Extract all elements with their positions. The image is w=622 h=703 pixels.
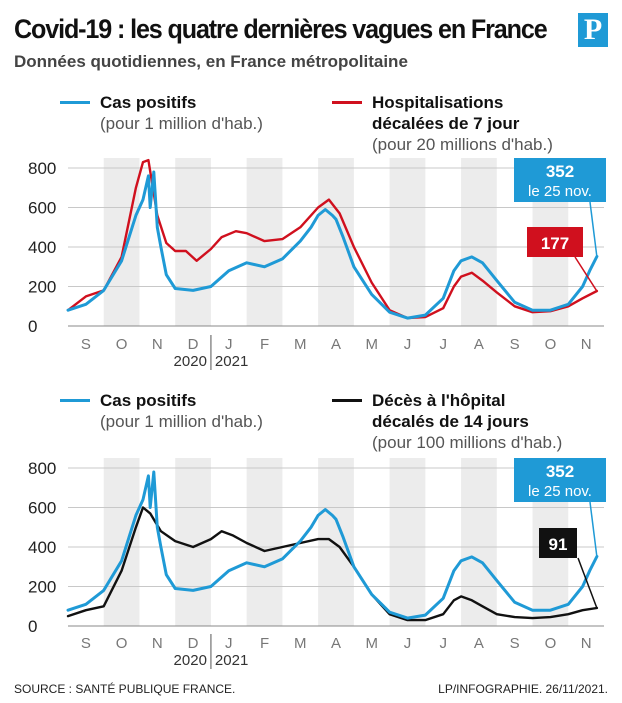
publisher-logo: P xyxy=(578,13,608,47)
credit-note: LP/INFOGRAPHIE. 26/11/2021. xyxy=(438,682,608,696)
y-tick-label: 600 xyxy=(28,499,56,518)
chart-deces: 0 200 400 600 800 S O N D J F M A M J J A S O N 2020 2021 352 l… xyxy=(28,458,606,669)
x-tick-label: O xyxy=(116,635,128,652)
x-tick-label: J xyxy=(404,336,412,353)
x-tick-label: N xyxy=(152,635,163,652)
legend-cases-label: Cas positifs xyxy=(100,93,197,112)
legend-deaths: Décès à l'hôpital décalés de 14 jours (p… xyxy=(332,390,563,453)
year-label: 2021 xyxy=(215,353,248,370)
callout-value: 91 xyxy=(549,535,568,554)
x-tick-label: A xyxy=(331,336,341,353)
x-tick-label: M xyxy=(365,336,378,353)
x-tick-label: J xyxy=(439,336,447,353)
x-tick-label: M xyxy=(365,635,378,652)
month-band xyxy=(389,158,426,326)
callout-box xyxy=(514,458,606,502)
series-line-cases xyxy=(66,470,599,620)
y-tick-label: 0 xyxy=(28,317,37,336)
legend-cases-sub: (pour 1 million d'hab.) xyxy=(100,114,263,133)
x-tick-label: F xyxy=(260,336,269,353)
x-tick-label: S xyxy=(510,635,520,652)
legend-hosp-sub: (pour 20 millions d'hab.) xyxy=(372,135,553,154)
legend-cases-1: Cas positifs (pour 1 million d'hab.) xyxy=(60,92,263,134)
y-tick-label: 800 xyxy=(28,159,56,178)
legend-cases-sub: (pour 1 million d'hab.) xyxy=(100,412,263,431)
x-tick-label: J xyxy=(404,635,412,652)
y-tick-label: 0 xyxy=(28,617,37,636)
x-tick-label: O xyxy=(545,635,557,652)
x-tick-label: N xyxy=(581,635,592,652)
x-tick-label: J xyxy=(225,635,233,652)
year-label: 2020 xyxy=(174,652,207,669)
month-band xyxy=(103,158,140,326)
callout-date: le 25 nov. xyxy=(528,183,592,200)
y-tick-label: 200 xyxy=(28,578,56,597)
callout-value: 177 xyxy=(541,234,569,253)
series-line-cases xyxy=(66,170,599,320)
month-band xyxy=(103,458,140,626)
legend-cases-label: Cas positifs xyxy=(100,391,197,410)
x-tick-label: A xyxy=(474,635,484,652)
callout-pointer xyxy=(589,201,598,257)
x-tick-label: M xyxy=(294,336,307,353)
y-tick-label: 400 xyxy=(28,538,56,557)
y-tick-label: 200 xyxy=(28,278,56,297)
x-tick-label: O xyxy=(116,336,128,353)
x-tick-label: D xyxy=(188,336,199,353)
y-tick-label: 400 xyxy=(28,238,56,257)
month-band xyxy=(318,458,354,626)
callout-box xyxy=(539,528,577,558)
x-tick-label: J xyxy=(439,635,447,652)
callout-box xyxy=(527,227,583,257)
x-tick-label: A xyxy=(331,635,341,652)
legend-deaths-label: Décès à l'hôpital xyxy=(372,391,506,410)
month-band xyxy=(461,158,497,326)
legend-hosp-swatch xyxy=(332,101,362,104)
legend-deaths-label-2: décalés de 14 jours xyxy=(372,412,529,431)
x-tick-label: O xyxy=(545,336,557,353)
legend-hosp: Hospitalisations décalées de 7 jour (pou… xyxy=(332,92,553,155)
chart-title: Covid-19 : les quatre dernières vagues e… xyxy=(14,14,548,44)
chart-subtitle: Données quotidiennes, en France métropol… xyxy=(14,52,408,71)
legend-deaths-sub: (pour 100 millions d'hab.) xyxy=(372,433,563,452)
legend-cases-swatch xyxy=(60,101,90,104)
month-band xyxy=(461,458,497,626)
x-tick-label: A xyxy=(474,336,484,353)
series-line-deaths xyxy=(66,506,599,622)
year-label: 2021 xyxy=(215,652,248,669)
callout-pointer xyxy=(577,557,598,609)
x-tick-label: S xyxy=(510,336,520,353)
legend-hosp-label: Hospitalisations xyxy=(372,93,504,112)
legend-cases-swatch xyxy=(60,399,90,402)
y-tick-label: 600 xyxy=(28,199,56,218)
legend-deaths-swatch xyxy=(332,399,362,402)
source-note: SOURCE : SANTÉ PUBLIQUE FRANCE. xyxy=(14,682,236,696)
month-band xyxy=(318,158,354,326)
x-tick-label: N xyxy=(581,336,592,353)
x-tick-label: M xyxy=(294,635,307,652)
chart-hospitalisations: 0 200 400 600 800 S O N D J F M A M J J A S O N 2020 2021 352 l… xyxy=(28,158,606,370)
callout-pointer xyxy=(574,256,598,292)
x-tick-label: S xyxy=(81,635,91,652)
x-tick-label: F xyxy=(260,635,269,652)
callout-value: 352 xyxy=(546,462,574,481)
x-tick-label: N xyxy=(152,336,163,353)
callout-value: 352 xyxy=(546,162,574,181)
y-tick-label: 800 xyxy=(28,459,56,478)
month-band xyxy=(389,458,426,626)
year-label: 2020 xyxy=(174,353,207,370)
legend-hosp-label-2: décalées de 7 jour xyxy=(372,114,520,133)
x-tick-label: S xyxy=(81,336,91,353)
callout-date: le 25 nov. xyxy=(528,483,592,500)
callout-box xyxy=(514,158,606,202)
month-band xyxy=(175,158,211,326)
legend-cases-2: Cas positifs (pour 1 million d'hab.) xyxy=(60,390,263,432)
x-tick-label: J xyxy=(225,336,233,353)
callout-pointer xyxy=(589,501,598,557)
x-tick-label: D xyxy=(188,635,199,652)
series-line-hosp xyxy=(66,158,599,320)
month-band xyxy=(246,458,283,626)
